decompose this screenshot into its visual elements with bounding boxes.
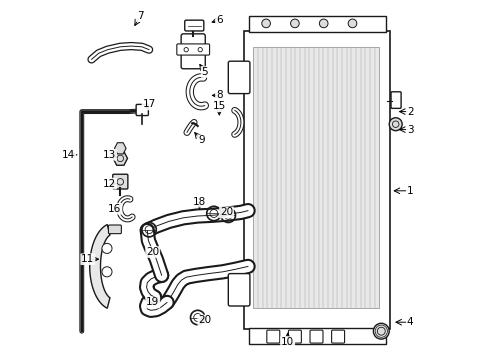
Text: 2: 2 [406, 107, 412, 117]
Text: 8: 8 [216, 90, 222, 100]
Text: 17: 17 [142, 99, 155, 109]
Circle shape [102, 243, 112, 253]
Text: 14: 14 [62, 150, 75, 160]
FancyBboxPatch shape [181, 34, 205, 69]
Bar [253, 47, 379, 308]
Circle shape [388, 118, 401, 131]
FancyBboxPatch shape [309, 330, 322, 343]
Bar [248, 328, 385, 344]
FancyBboxPatch shape [390, 92, 400, 108]
Text: 3: 3 [406, 125, 412, 135]
FancyBboxPatch shape [266, 330, 279, 343]
Text: 9: 9 [198, 135, 204, 145]
Text: 20: 20 [146, 247, 159, 257]
Text: 4: 4 [406, 317, 412, 327]
Circle shape [373, 323, 388, 339]
Text: 10: 10 [281, 337, 294, 347]
Bar [248, 16, 385, 32]
FancyBboxPatch shape [177, 44, 209, 55]
Text: 7: 7 [137, 11, 143, 21]
Polygon shape [114, 143, 126, 154]
Text: 11: 11 [81, 254, 94, 264]
FancyBboxPatch shape [184, 20, 203, 31]
FancyBboxPatch shape [228, 61, 249, 94]
FancyBboxPatch shape [113, 174, 127, 189]
Text: 20: 20 [220, 207, 233, 217]
Text: 18: 18 [192, 197, 206, 207]
Polygon shape [89, 225, 110, 308]
Circle shape [290, 19, 299, 28]
FancyBboxPatch shape [228, 274, 249, 306]
Circle shape [319, 19, 327, 28]
FancyBboxPatch shape [136, 104, 148, 116]
Text: 13: 13 [102, 150, 116, 160]
FancyBboxPatch shape [331, 330, 344, 343]
Bar [244, 31, 389, 329]
Text: 12: 12 [102, 179, 116, 189]
Text: 20: 20 [198, 315, 211, 325]
Text: 1: 1 [406, 186, 412, 196]
Circle shape [102, 267, 112, 277]
Text: 19: 19 [146, 297, 159, 307]
FancyBboxPatch shape [288, 330, 301, 343]
FancyBboxPatch shape [108, 225, 121, 234]
Text: 5: 5 [201, 67, 208, 77]
Text: 6: 6 [216, 15, 222, 25]
Circle shape [261, 19, 270, 28]
Circle shape [347, 19, 356, 28]
Text: 15: 15 [212, 101, 225, 111]
Polygon shape [113, 152, 127, 165]
Text: 16: 16 [108, 204, 122, 214]
